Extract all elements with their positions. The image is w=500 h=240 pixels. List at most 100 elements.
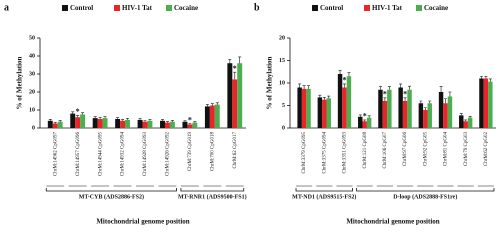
significance: * — [403, 90, 407, 99]
error-bar — [439, 86, 443, 92]
y-tick-label: 0 — [282, 125, 285, 131]
x-axis-title: Mitochondrial genome position — [96, 218, 189, 226]
bar — [366, 117, 372, 128]
legend-swatch — [62, 5, 68, 11]
error-bar — [428, 100, 432, 104]
bar — [382, 101, 388, 128]
error-bar — [71, 111, 75, 114]
category-label: ChrM:62 CpG02 — [484, 132, 489, 167]
bar — [142, 121, 148, 128]
bar — [407, 89, 412, 128]
y-tick-label: 10 — [29, 107, 35, 113]
category-label: ChrM:700 CpG018 — [210, 132, 215, 172]
error-bar — [318, 94, 322, 98]
error-bar — [419, 100, 423, 104]
error-bar — [125, 118, 129, 120]
category-label: ChrM:81 CpG04 — [444, 132, 449, 167]
panel-label: b — [254, 2, 260, 13]
bar — [443, 103, 448, 128]
legend-label: HIV-1 Tat — [122, 4, 153, 12]
bar — [297, 87, 302, 128]
bar — [115, 119, 121, 128]
panel-label: a — [4, 2, 9, 13]
bar — [169, 121, 175, 128]
category-label: ChrM:3379 CpG095 — [302, 132, 307, 174]
bar — [102, 118, 108, 128]
error-bar — [103, 116, 107, 119]
y-tick-label: 20 — [29, 89, 35, 95]
significance: * — [188, 115, 192, 124]
bar — [80, 114, 86, 128]
category-label: ChrM:92 CpG05 — [423, 132, 428, 167]
group-bracket — [180, 188, 245, 192]
category-bracket — [417, 185, 434, 187]
x-axis-title: Mitochondrial genome position — [346, 218, 439, 226]
group-label: D-loop (ADS2888-FS1re) — [393, 193, 457, 200]
category-bracket — [356, 185, 373, 187]
bar — [301, 88, 307, 128]
category-bracket — [203, 185, 222, 187]
category-bracket — [296, 185, 313, 187]
error-bar — [98, 117, 102, 119]
category-bracket — [68, 185, 87, 187]
error-bar — [403, 97, 407, 101]
bar — [237, 63, 243, 129]
error-bar — [205, 104, 209, 107]
category-bracket — [376, 185, 393, 187]
error-bar — [399, 83, 403, 88]
error-bar — [307, 85, 311, 89]
category-bracket — [316, 185, 333, 187]
error-bar — [210, 103, 214, 106]
bar — [342, 87, 347, 128]
category-bracket — [46, 185, 65, 187]
error-bar — [161, 119, 165, 121]
bar — [160, 120, 165, 128]
bar — [147, 120, 153, 128]
bar — [317, 97, 323, 128]
category-label: ChrM:14926 CpG092 — [166, 132, 171, 177]
bar — [479, 78, 484, 128]
group-label: MT-ND1 (ADS9515-FS2) — [292, 193, 356, 200]
group-label: MT-CYB (ADS2886-FS2) — [79, 193, 144, 200]
legend-label: Cocaine — [174, 4, 198, 12]
error-bar — [170, 120, 174, 122]
category-bracket — [477, 185, 494, 187]
error-bar — [188, 123, 192, 125]
error-bar — [193, 121, 197, 123]
error-bar — [423, 107, 427, 110]
error-bar — [48, 119, 52, 121]
bar — [137, 119, 143, 128]
significance: * — [76, 107, 80, 116]
bar — [70, 113, 76, 128]
bar — [418, 103, 424, 128]
error-bar — [116, 117, 120, 119]
bar — [192, 122, 198, 128]
significance: * — [383, 90, 387, 99]
category-label: ChrM:97 CpG06 — [403, 132, 408, 167]
bar — [467, 117, 473, 128]
error-bar — [363, 119, 367, 122]
category-label: ChrM:14944 CpG095 — [98, 132, 103, 177]
category-bracket — [437, 185, 454, 187]
bar — [182, 121, 188, 128]
bar — [75, 117, 81, 128]
group-bracket — [356, 188, 495, 192]
bar — [387, 89, 392, 128]
error-bar — [464, 119, 468, 122]
legend-swatch — [166, 5, 172, 11]
error-bar — [165, 121, 169, 123]
error-bar — [479, 75, 483, 79]
bar — [52, 123, 58, 128]
bar — [125, 119, 130, 128]
bar — [232, 79, 238, 128]
bar — [120, 120, 126, 128]
y-tick-label: 40 — [29, 53, 35, 59]
error-bar — [358, 114, 362, 117]
error-bar — [298, 83, 302, 88]
bar — [326, 98, 331, 128]
error-bar — [338, 70, 342, 74]
error-bar — [488, 78, 492, 82]
category-label: ChrM:62 CpG017 — [233, 132, 238, 169]
error-bar — [148, 119, 152, 121]
